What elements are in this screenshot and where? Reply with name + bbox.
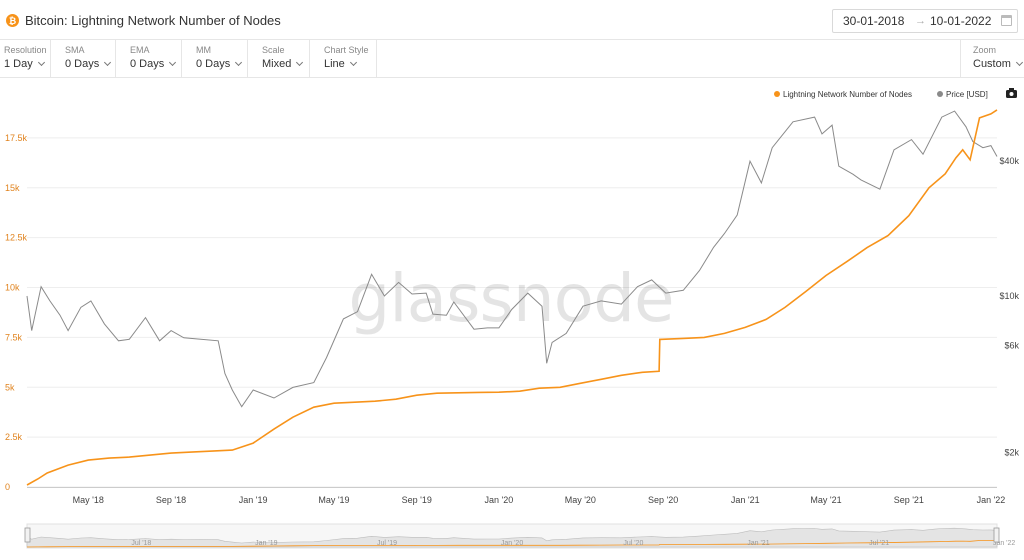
y-left-tick-label: 12.5k <box>5 233 28 243</box>
zoom-select[interactable]: Zoom Custom <box>960 40 1024 77</box>
y-right-tick-label: $10k <box>999 291 1019 301</box>
chart-style-select[interactable]: Chart Style Line <box>320 40 377 77</box>
glassnode-watermark: glassnode <box>348 260 673 337</box>
y-right-tick-label: $6k <box>1004 341 1019 351</box>
legend-label-nodes[interactable]: Lightning Network Number of Nodes <box>783 90 912 99</box>
navigator-tick-label: Jul '18 <box>131 540 151 547</box>
navigator[interactable]: Jul '18 Jan '19 Jul '19 Jan '20 Jul '20 Jan '… <box>24 523 1015 549</box>
x-tick-label: May '21 <box>810 495 841 505</box>
mm-select[interactable]: MM 0 Days <box>192 40 248 77</box>
resolution-label: Resolution <box>4 45 47 55</box>
scale-value[interactable]: Mixed <box>262 58 304 70</box>
grid-lines <box>27 137 997 488</box>
y-left-tick-label: 2.5k <box>5 432 23 442</box>
chart-header: ₿ Bitcoin: Lightning Network Number of N… <box>0 0 1024 40</box>
navigator-handle-right[interactable] <box>993 527 1000 543</box>
navigator-tick-label: Jan '21 <box>747 540 769 547</box>
navigator-tick-label: Jul '19 <box>377 540 397 547</box>
y-left-tick-label: 5k <box>5 382 15 392</box>
resolution-value[interactable]: 1 Day <box>4 58 45 70</box>
navigator-tick-label: Jul '20 <box>623 540 643 547</box>
navigator-handle-left[interactable] <box>24 527 31 543</box>
title-wrap: ₿ Bitcoin: Lightning Network Number of N… <box>6 13 281 28</box>
y-right-tick-label: $40k <box>999 156 1019 166</box>
chart-style-value[interactable]: Line <box>324 58 357 70</box>
sma-label: SMA <box>65 45 85 55</box>
x-axis: May '18 Sep '18 Jan '19 May '19 Sep '19 Jan '… <box>27 487 1006 505</box>
legend-dot-nodes <box>774 91 780 97</box>
zoom-value[interactable]: Custom <box>973 58 1023 70</box>
x-tick-label: Jan '22 <box>977 495 1006 505</box>
x-tick-label: Jan '20 <box>484 495 513 505</box>
ema-label: EMA <box>130 45 150 55</box>
chart-controls: Resolution 1 Day SMA 0 Days EMA 0 Days M… <box>0 40 1024 78</box>
scale-label: Scale <box>262 45 285 55</box>
x-tick-label: Sep '19 <box>402 495 432 505</box>
date-end-input[interactable]: 10-01-2022 <box>930 14 992 28</box>
x-tick-label: Jan '21 <box>731 495 760 505</box>
sma-value-text: 0 Days <box>65 58 100 70</box>
date-range-picker[interactable]: 30-01-2018 → 10-01-2022 <box>832 9 1018 33</box>
zoom-value-text: Custom <box>973 58 1011 70</box>
x-tick-label: Sep '18 <box>156 495 186 505</box>
y-left-tick-label: 7.5k <box>5 332 23 342</box>
chevron-down-icon <box>104 58 112 67</box>
chart-legend: Lightning Network Number of Nodes Price … <box>774 88 1017 99</box>
y-left-tick-label: 0 <box>5 482 10 492</box>
y-axis-left: 0 2.5k 5k 7.5k 10k 12.5k 15k 17.5k <box>5 133 28 492</box>
zoom-label: Zoom <box>973 45 997 55</box>
camera-icon[interactable] <box>1006 88 1017 98</box>
date-start-input[interactable]: 30-01-2018 <box>843 14 905 28</box>
chevron-down-icon <box>235 58 243 67</box>
chevron-down-icon <box>349 58 357 67</box>
sma-value[interactable]: 0 Days <box>65 58 112 70</box>
navigator-tick-label: Jul '21 <box>869 540 889 547</box>
ema-value[interactable]: 0 Days <box>130 58 177 70</box>
chevron-down-icon <box>1015 58 1023 67</box>
legend-label-price[interactable]: Price [USD] <box>946 90 988 99</box>
resolution-select[interactable]: Resolution 1 Day <box>0 40 51 77</box>
page-title: Bitcoin: Lightning Network Number of Nod… <box>25 13 281 28</box>
navigator-tick-label: Jan '20 <box>501 540 523 547</box>
y-right-tick-label: $2k <box>1004 447 1019 457</box>
x-tick-label: Sep '21 <box>894 495 924 505</box>
ema-select[interactable]: EMA 0 Days <box>126 40 182 77</box>
series-line-price <box>26 110 998 408</box>
bitcoin-icon: ₿ <box>6 14 19 27</box>
legend-dot-price <box>937 91 943 97</box>
chevron-down-icon <box>296 58 304 67</box>
x-tick-label: Sep '20 <box>648 495 678 505</box>
x-tick-label: May '18 <box>73 495 104 505</box>
chart-style-value-text: Line <box>324 58 345 70</box>
chevron-down-icon <box>37 58 45 67</box>
y-axis-right: $2k $6k $10k $40k <box>999 156 1019 457</box>
mm-value-text: 0 Days <box>196 58 231 70</box>
y-left-tick-label: 15k <box>5 183 20 193</box>
navigator-nodes-line <box>26 540 998 548</box>
y-left-tick-label: 17.5k <box>5 133 28 143</box>
chevron-down-icon <box>169 58 177 67</box>
resolution-value-text: 1 Day <box>4 58 33 70</box>
mm-label: MM <box>196 45 211 55</box>
navigator-tick-label: Jan '19 <box>255 540 277 547</box>
x-tick-label: May '19 <box>318 495 349 505</box>
sma-select[interactable]: SMA 0 Days <box>61 40 116 77</box>
scale-value-text: Mixed <box>262 58 292 70</box>
ema-value-text: 0 Days <box>130 58 165 70</box>
mm-value[interactable]: 0 Days <box>196 58 243 70</box>
navigator-tick-label: Jan '22 <box>993 540 1015 547</box>
x-tick-label: May '20 <box>565 495 596 505</box>
calendar-icon[interactable] <box>1001 15 1012 26</box>
chart-style-label: Chart Style <box>324 45 369 55</box>
navigator-price-area <box>26 527 998 548</box>
x-tick-label: Jan '19 <box>239 495 268 505</box>
navigator-ticks: Jul '18 Jan '19 Jul '19 Jan '20 Jul '20 Jan '… <box>131 540 1015 547</box>
y-left-tick-label: 10k <box>5 283 20 293</box>
arrow-right-icon: → <box>915 15 926 27</box>
chart-area[interactable]: glassnode 0 2.5k 5k 7.5k 10k 12.5k 15k 17.5k $2… <box>0 78 1024 560</box>
series-line-nodes <box>26 109 998 486</box>
scale-select[interactable]: Scale Mixed <box>258 40 310 77</box>
